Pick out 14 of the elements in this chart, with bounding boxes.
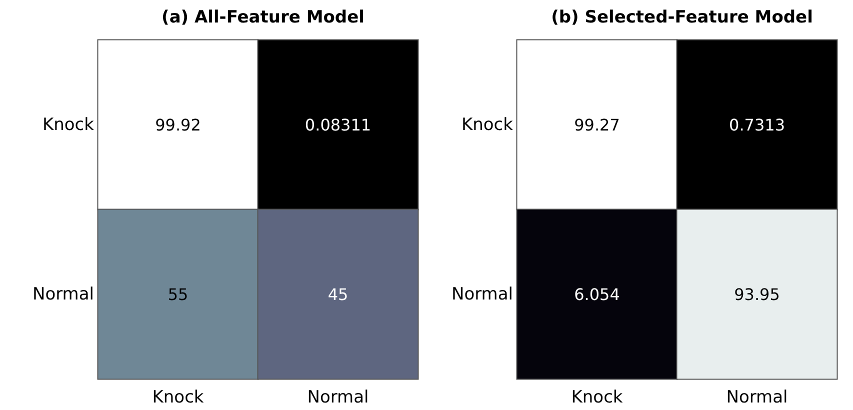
data-label: 99.92 [155,115,201,134]
data-label: 6.054 [574,284,620,304]
data-label: 93.95 [734,284,780,304]
data-label: 99.27 [574,115,620,134]
data-label: 0.7313 [729,115,785,134]
x-tick-label: Knock [152,388,204,408]
x-tick-label: Normal [307,388,369,408]
chart-title: (a) All-Feature Model [162,8,364,28]
data-label: 0.08311 [304,115,372,134]
chart-title: (b) Selected-Feature Model [551,8,813,28]
data-label: 55 [168,284,188,304]
data-label: 45 [328,284,348,304]
x-tick-label: Normal [726,388,788,408]
x-tick-label: Knock [571,388,623,408]
